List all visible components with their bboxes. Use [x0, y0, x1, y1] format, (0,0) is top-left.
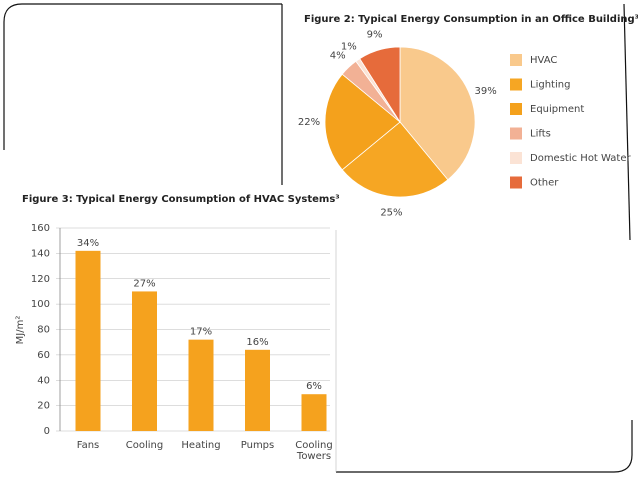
bar-annotation: 17% — [190, 327, 212, 338]
x-tick-label: Pumps — [241, 440, 275, 451]
x-tick-label: Fans — [77, 440, 100, 451]
legend-label: Equipment — [530, 104, 584, 115]
pie-slice — [399, 46, 476, 181]
bar — [132, 291, 157, 431]
y-tick-label: 0 — [44, 426, 50, 437]
frame-line — [336, 420, 633, 473]
slice-label: 4% — [330, 51, 346, 62]
legend-swatch — [510, 176, 522, 189]
legend-label: Domestic Hot Water — [530, 153, 631, 164]
frame-line — [3, 3, 282, 150]
legend-swatch — [510, 152, 522, 164]
bar-annotation: 6% — [306, 381, 322, 392]
bar — [301, 394, 327, 431]
x-tick-label: Heating — [181, 440, 220, 451]
legend-swatch — [510, 103, 522, 115]
bar — [245, 349, 270, 431]
legend-label: Lifts — [530, 129, 551, 140]
bar-annotation: 27% — [133, 278, 155, 289]
legend-swatch — [510, 78, 522, 91]
bar-annotation: 16% — [246, 337, 268, 348]
bar — [188, 339, 214, 431]
y-tick-label: 100 — [31, 299, 50, 310]
slice-label: 1% — [341, 42, 357, 53]
bar-annotation: 34% — [77, 238, 99, 249]
frame-line — [623, 3, 631, 241]
pie-title: Figure 2: Typical Energy Consumption in … — [304, 14, 638, 25]
x-tick-label: Cooling Towers — [295, 440, 332, 462]
pie-slice — [341, 121, 449, 198]
legend-label: Other — [530, 178, 559, 189]
y-tick-label: 80 — [37, 325, 50, 336]
y-tick-label: 160 — [31, 223, 50, 234]
y-tick-label: 120 — [31, 274, 50, 285]
slice-label: 25% — [380, 208, 402, 219]
bar — [75, 250, 101, 431]
y-tick-label: 40 — [37, 375, 50, 386]
slice-label: 22% — [298, 117, 320, 128]
bar-title: Figure 3: Typical Energy Consumption of … — [22, 194, 340, 205]
legend-swatch — [510, 127, 522, 140]
slice-label: 39% — [475, 86, 497, 97]
y-tick-label: 140 — [31, 248, 50, 259]
legend-label: Lighting — [530, 80, 570, 91]
pie-slice — [359, 46, 401, 124]
legend-label: HVAC — [530, 55, 557, 66]
x-tick-label: Cooling — [126, 440, 163, 451]
legend-swatch — [510, 54, 522, 66]
y-axis-label: MJ/m² — [15, 316, 26, 345]
y-tick-label: 60 — [37, 350, 50, 361]
pie-slice — [324, 73, 401, 171]
y-tick-label: 20 — [37, 401, 50, 412]
slice-label: 9% — [367, 30, 383, 41]
